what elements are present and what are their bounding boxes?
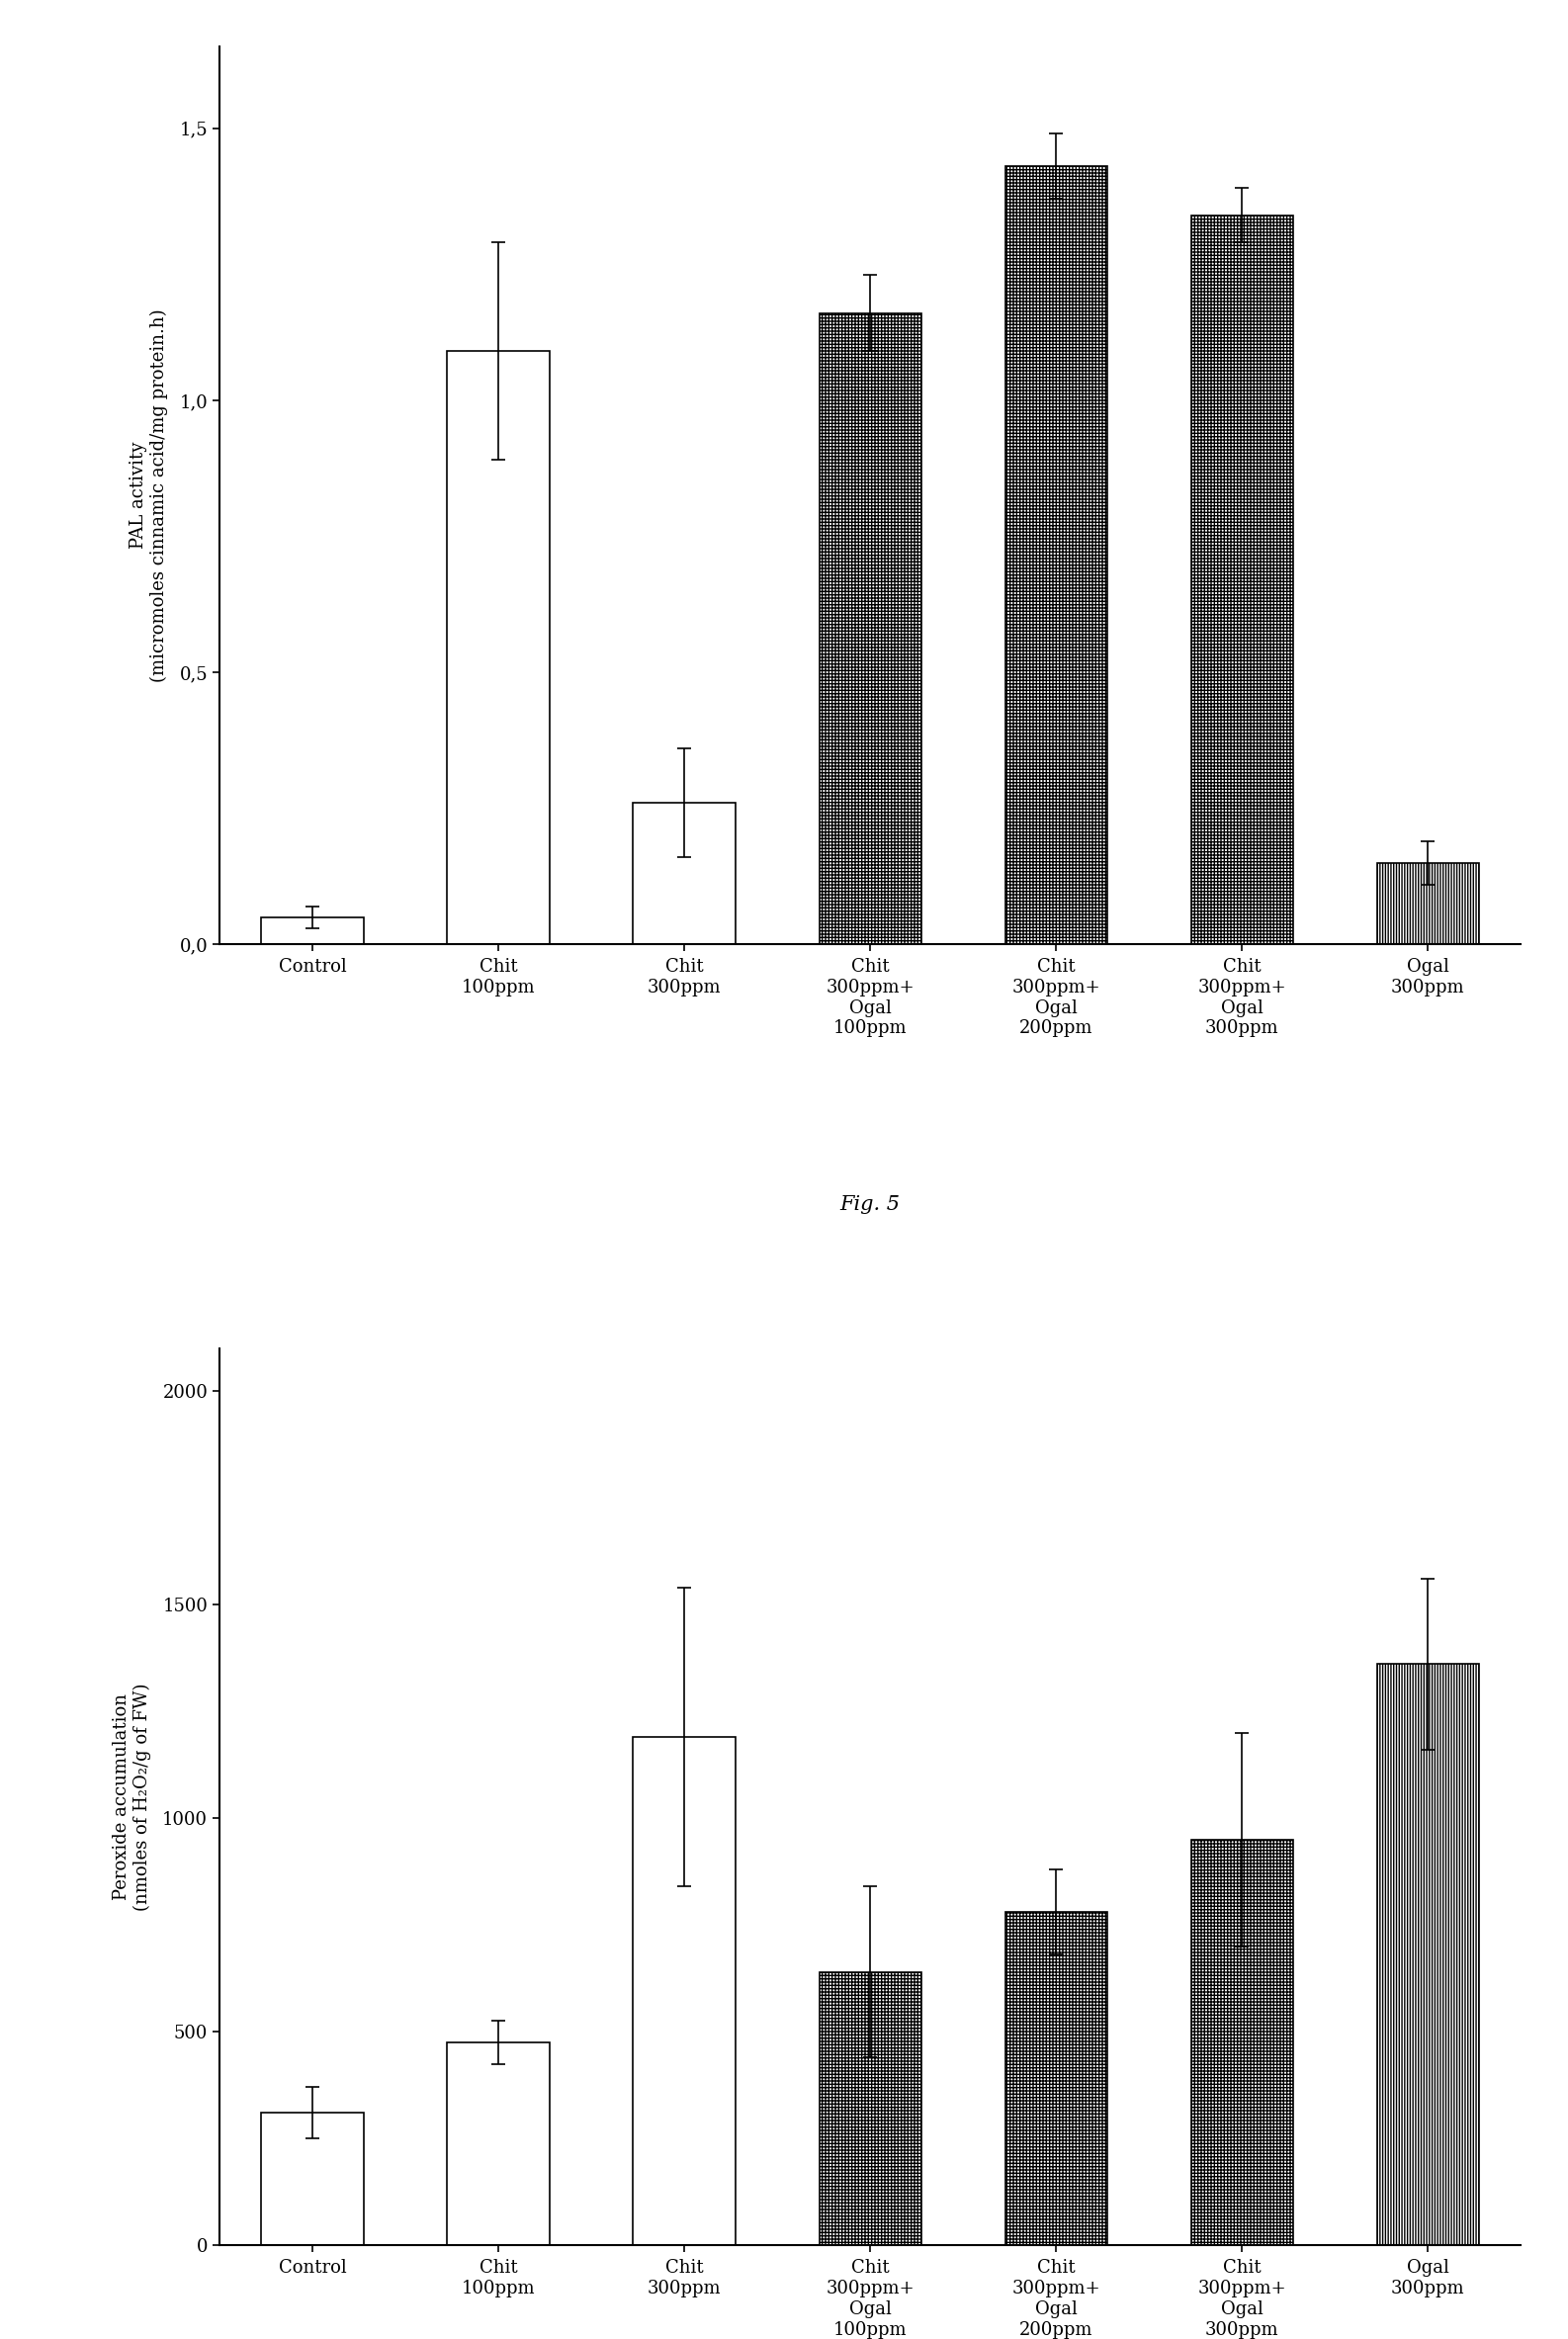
Bar bbox=[447, 351, 549, 945]
Bar bbox=[1377, 1665, 1479, 2245]
Bar bbox=[633, 802, 735, 945]
Bar bbox=[1192, 1838, 1294, 2245]
Bar bbox=[818, 1972, 922, 2245]
Text: Fig. 5: Fig. 5 bbox=[840, 1195, 900, 1214]
Bar bbox=[447, 2042, 549, 2245]
Bar bbox=[1192, 215, 1294, 945]
Bar bbox=[1377, 863, 1479, 945]
Bar bbox=[633, 1738, 735, 2245]
Bar bbox=[1005, 166, 1107, 945]
Bar bbox=[262, 917, 364, 945]
Bar bbox=[1005, 1911, 1107, 2245]
Y-axis label: PAL activity
(micromoles cinnamic acid/mg protein.h): PAL activity (micromoles cinnamic acid/m… bbox=[130, 309, 168, 683]
Y-axis label: Peroxide accumulation
(nmoles of H₂O₂/g of FW): Peroxide accumulation (nmoles of H₂O₂/g … bbox=[113, 1682, 152, 1911]
Bar bbox=[262, 2112, 364, 2245]
Bar bbox=[818, 313, 922, 945]
